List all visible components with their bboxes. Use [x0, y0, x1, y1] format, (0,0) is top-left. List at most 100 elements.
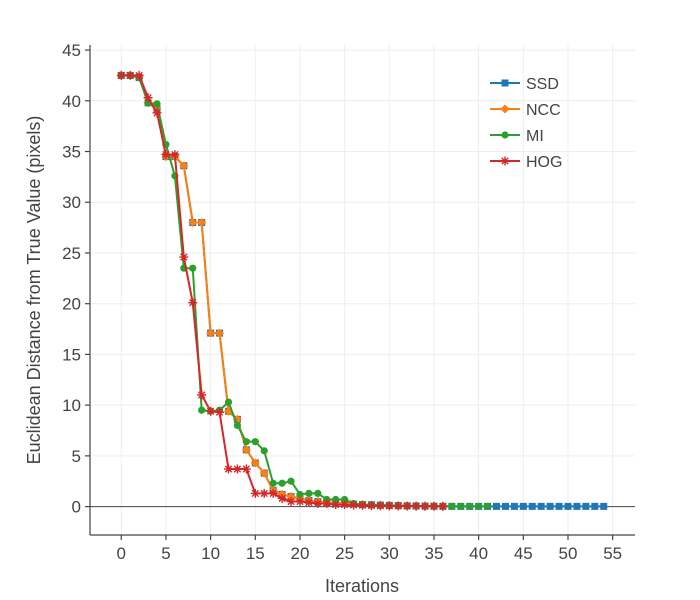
data-point-ssd	[582, 502, 590, 510]
data-point-mi	[233, 421, 242, 430]
data-point-ncc	[215, 328, 225, 338]
data-point-mi	[296, 490, 304, 499]
data-point-hog	[340, 500, 350, 510]
series-hog	[116, 70, 448, 511]
x-tick-label: 30	[380, 544, 399, 563]
data-point-hog	[170, 150, 180, 160]
data-point-ncc	[250, 458, 260, 468]
data-point-mi	[269, 479, 277, 487]
data-point-mi	[483, 502, 492, 510]
y-tick-label: 35	[62, 143, 81, 162]
legend-swatch-marker	[500, 104, 510, 114]
data-point-hog	[277, 493, 287, 503]
data-point-hog	[331, 500, 341, 510]
data-point-hog	[223, 464, 233, 474]
data-point-ssd	[537, 502, 545, 510]
data-point-hog	[313, 499, 323, 509]
data-point-hog	[152, 108, 162, 118]
data-point-hog	[188, 298, 198, 308]
data-point-hog	[241, 464, 251, 474]
legend-swatch-marker	[501, 131, 509, 139]
legend-item-ssd[interactable]: SSD	[490, 76, 559, 93]
y-tick-label: 20	[62, 295, 81, 314]
data-point-mi	[466, 502, 474, 510]
data-point-mi	[332, 495, 340, 504]
data-point-ssd	[546, 502, 554, 510]
data-point-ncc	[197, 218, 207, 228]
axes: 0 5 10 15 20 25 30 35 40 45 50 55 0 5 10 15 20 25 30 35 40 45	[62, 41, 635, 563]
legend-label: NCC	[526, 102, 561, 119]
data-point-ncc	[206, 328, 216, 338]
x-tick-label: 15	[246, 544, 265, 563]
data-point-hog	[206, 406, 216, 416]
data-point-hog	[143, 93, 153, 103]
data-point-hog	[179, 252, 189, 262]
data-point-hog	[232, 464, 242, 474]
y-tick-label: 15	[62, 345, 81, 364]
x-tick-label: 5	[161, 544, 170, 563]
data-point-hog	[197, 390, 207, 400]
data-point-mi	[448, 502, 456, 510]
legend-swatch-marker	[500, 156, 510, 166]
data-point-mi	[475, 502, 483, 510]
legend-label: HOG	[526, 154, 562, 171]
legend-item-ncc[interactable]: NCC	[490, 102, 561, 119]
data-point-hog	[438, 501, 448, 511]
data-point-ssd	[573, 502, 581, 510]
x-tick-label: 35	[425, 544, 444, 563]
data-point-ncc	[179, 161, 189, 171]
data-point-hog	[402, 501, 412, 511]
data-point-hog	[375, 501, 385, 511]
data-point-hog	[420, 501, 430, 511]
x-tick-label: 50	[559, 544, 578, 563]
data-point-hog	[304, 498, 314, 508]
legend-item-hog[interactable]: HOG	[490, 154, 562, 171]
y-tick-label: 25	[62, 244, 81, 263]
data-point-ssd	[600, 502, 608, 510]
data-point-mi	[224, 398, 233, 406]
data-point-hog	[411, 501, 421, 511]
x-tick-label: 40	[469, 544, 488, 563]
data-point-hog	[215, 407, 225, 417]
data-point-ssd	[501, 502, 509, 510]
data-point-hog	[116, 70, 126, 80]
x-tick-label: 25	[335, 544, 354, 563]
data-point-mi	[189, 264, 197, 272]
data-point-mi	[305, 489, 313, 498]
y-tick-label: 10	[62, 396, 81, 415]
data-point-ncc	[188, 218, 198, 228]
data-point-ssd	[493, 502, 501, 510]
y-tick-label: 45	[62, 41, 81, 60]
data-point-hog	[366, 501, 376, 511]
series-group	[116, 70, 608, 511]
legend-label: SSD	[526, 76, 559, 93]
data-point-ncc	[241, 445, 251, 455]
data-point-hog	[358, 500, 367, 510]
legend-item-mi[interactable]: MI	[490, 128, 544, 145]
data-point-hog	[429, 501, 439, 511]
data-point-hog	[286, 497, 296, 507]
data-point-mi	[278, 479, 286, 487]
y-tick-label: 40	[62, 92, 81, 111]
data-point-ssd	[591, 502, 599, 510]
data-point-hog	[295, 497, 305, 507]
x-tick-label: 45	[514, 544, 533, 563]
data-point-hog	[259, 488, 269, 498]
x-axis-title: Iterations	[325, 576, 399, 596]
data-point-mi	[287, 477, 295, 485]
data-point-mi	[341, 495, 349, 504]
legend[interactable]: SSD NCC MI HOG	[490, 76, 562, 171]
x-tick-label: 10	[201, 544, 220, 563]
data-point-mi	[251, 438, 259, 446]
data-point-hog	[393, 501, 403, 511]
y-tick-label: 30	[62, 193, 81, 212]
data-point-mi	[457, 502, 465, 510]
data-point-mi	[242, 438, 250, 446]
data-point-ssd	[564, 502, 572, 510]
data-point-hog	[250, 488, 260, 498]
data-point-hog	[349, 500, 359, 510]
x-tick-label: 20	[290, 544, 309, 563]
data-point-mi	[198, 406, 206, 414]
